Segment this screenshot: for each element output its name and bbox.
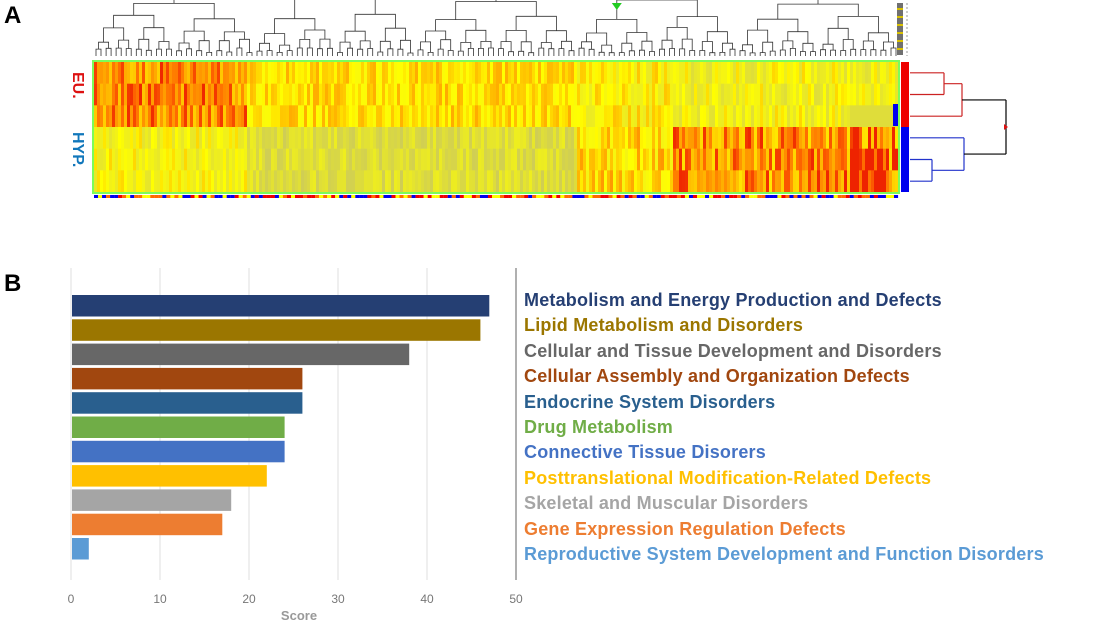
x-tick-label: 0	[68, 592, 75, 606]
legend-item: Drug Metabolism	[524, 416, 674, 437]
bar	[72, 538, 89, 560]
bar	[72, 416, 285, 438]
x-tick-label: 20	[242, 592, 256, 606]
panel-label-a: A	[4, 2, 22, 29]
group-label-hyp: HYP.	[69, 132, 86, 167]
right-dendrogram	[910, 72, 1008, 182]
legend-item: Connective Tissue Disorers	[524, 442, 766, 463]
bar	[72, 392, 303, 414]
heatmap-cells	[94, 62, 899, 193]
bar	[72, 295, 490, 317]
x-axis-title: Score	[281, 608, 317, 622]
legend-item: Posttranslational Modification-Related D…	[524, 467, 932, 488]
bar	[72, 513, 223, 536]
bar	[72, 343, 410, 366]
group-color-bar	[893, 62, 909, 192]
heatmap-border	[92, 60, 900, 194]
bar	[72, 465, 267, 487]
x-tick-label: 30	[331, 592, 345, 606]
x-tick-labels: 0 10 20 30 40 50	[68, 592, 523, 606]
legend-item: Cellular and Tissue Development and Diso…	[524, 340, 942, 361]
bar	[72, 440, 285, 463]
legend-item: Reproductive System Development and Func…	[524, 543, 1044, 564]
heatmap-figure: EU. HYP.	[69, 0, 1008, 198]
group-label-eu: EU.	[69, 72, 86, 99]
category-legend: Metabolism and Energy Production and Def…	[524, 288, 1044, 567]
x-tick-label: 10	[153, 592, 167, 606]
legend-item: Lipid Metabolism and Disorders	[524, 315, 804, 336]
bar	[72, 367, 303, 390]
legend-item: Gene Expression Regulation Defects	[524, 518, 846, 539]
panel-label-b: B	[4, 270, 22, 297]
legend-item: Endocrine System Disorders	[524, 391, 776, 412]
top-dendrogram	[95, 0, 897, 56]
x-tick-label: 50	[509, 592, 523, 606]
legend-item: Metabolism and Energy Production and Def…	[524, 290, 942, 310]
legend-item: Skeletal and Muscular Disorders	[524, 493, 809, 514]
bottom-annotation-strip	[94, 195, 899, 198]
bar-chart: 0 10 20 30 40 50 Score	[68, 268, 523, 622]
bar	[72, 319, 481, 341]
bar	[72, 489, 232, 511]
x-tick-label: 40	[420, 592, 434, 606]
side-annotation-strip	[897, 3, 908, 56]
bars	[72, 295, 490, 560]
legend-item: Cellular Assembly and Organization Defec…	[524, 366, 910, 387]
